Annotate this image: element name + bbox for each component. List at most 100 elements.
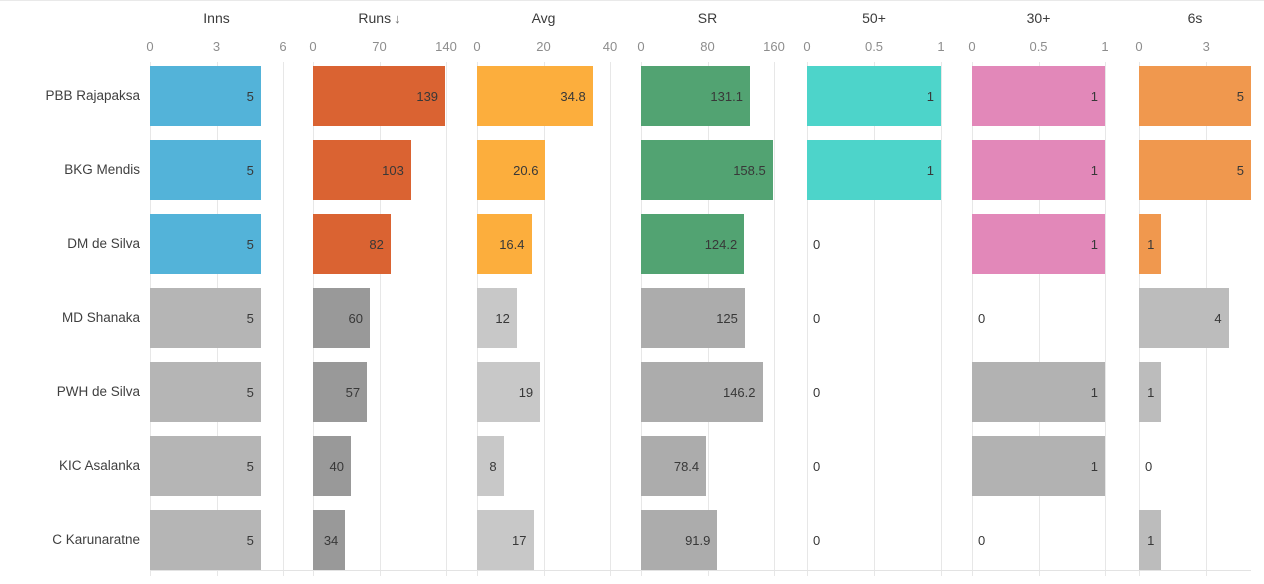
stat-bar: 124.2 bbox=[641, 214, 745, 274]
column-header-label: SR bbox=[697, 10, 718, 26]
stat-value: 1 bbox=[1090, 458, 1098, 474]
stat-value: 12 bbox=[495, 310, 510, 326]
stat-bar: 1 bbox=[807, 66, 941, 126]
column-header-label: 50+ bbox=[862, 10, 886, 26]
stat-bar: 1 bbox=[972, 214, 1105, 274]
stat-value: 1 bbox=[1090, 88, 1098, 104]
stat-cell-inns: 5 bbox=[150, 66, 283, 126]
axis-tick-label: 0 bbox=[1135, 39, 1143, 54]
axis-tick-label: 160 bbox=[763, 39, 785, 54]
stat-bar: 1 bbox=[1139, 510, 1162, 570]
stat-bar: 125 bbox=[641, 288, 745, 348]
stat-bar: 34 bbox=[313, 510, 346, 570]
stat-value: 5 bbox=[246, 310, 254, 326]
gridline bbox=[544, 62, 545, 576]
stat-bar: 146.2 bbox=[641, 362, 763, 422]
stat-cell-6s: 0 bbox=[1139, 436, 1251, 496]
stat-value-zero: 0 bbox=[978, 310, 986, 326]
stat-cell-avg: 16.4 bbox=[477, 214, 610, 274]
column-header-runs[interactable]: Runs ↓ bbox=[313, 8, 446, 28]
player-label-pbb-rajapaksa: PBB Rajapaksa bbox=[45, 88, 140, 103]
column-header-sr[interactable]: SR bbox=[641, 8, 774, 28]
stat-cell-30: 1 bbox=[972, 66, 1105, 126]
stat-bar: 19 bbox=[477, 362, 541, 422]
axis-tick-label: 0 bbox=[803, 39, 811, 54]
stat-value: 1 bbox=[1090, 236, 1098, 252]
column-header-30[interactable]: 30+ bbox=[972, 8, 1105, 28]
stat-bar: 91.9 bbox=[641, 510, 718, 570]
stat-cell-50: 0 bbox=[807, 288, 941, 348]
stat-cell-6s: 5 bbox=[1139, 66, 1251, 126]
stat-value: 103 bbox=[382, 162, 404, 178]
top-border-line bbox=[0, 0, 1264, 1]
stat-bar: 78.4 bbox=[641, 436, 707, 496]
stat-cell-50: 0 bbox=[807, 362, 941, 422]
player-label-kic-asalanka: KIC Asalanka bbox=[58, 458, 140, 473]
stat-value-zero: 0 bbox=[813, 532, 821, 548]
stat-cell-sr: 78.4 bbox=[641, 436, 774, 496]
stat-value: 5 bbox=[246, 236, 254, 252]
stat-cell-avg: 17 bbox=[477, 510, 610, 570]
stat-bar: 5 bbox=[150, 436, 261, 496]
column-header-6s[interactable]: 6s bbox=[1139, 8, 1251, 28]
stat-cell-6s: 1 bbox=[1139, 362, 1251, 422]
column-header-label: Avg bbox=[531, 10, 556, 26]
gridline bbox=[1105, 62, 1106, 576]
stat-bar: 5 bbox=[150, 66, 261, 126]
gridline bbox=[941, 62, 942, 576]
stat-bar: 5 bbox=[150, 214, 261, 274]
stat-value: 1 bbox=[1147, 532, 1155, 548]
stat-cell-30: 1 bbox=[972, 140, 1105, 200]
stat-bar: 17 bbox=[477, 510, 534, 570]
column-header-50[interactable]: 50+ bbox=[807, 8, 941, 28]
axis-tick-label: 3 bbox=[212, 39, 221, 54]
stat-cell-6s: 4 bbox=[1139, 288, 1251, 348]
stat-value: 60 bbox=[348, 310, 363, 326]
stat-cell-6s: 5 bbox=[1139, 140, 1251, 200]
stat-cell-inns: 5 bbox=[150, 288, 283, 348]
stat-value: 5 bbox=[1236, 88, 1244, 104]
column-header-inns[interactable]: Inns bbox=[150, 8, 283, 28]
stat-value-zero: 0 bbox=[813, 384, 821, 400]
stat-bar: 82 bbox=[313, 214, 391, 274]
stat-bar: 1 bbox=[972, 140, 1105, 200]
column-header-avg[interactable]: Avg bbox=[477, 8, 610, 28]
stat-bar: 4 bbox=[1139, 288, 1229, 348]
stat-bar: 103 bbox=[313, 140, 411, 200]
stat-value: 146.2 bbox=[722, 384, 756, 400]
stat-cell-30: 0 bbox=[972, 288, 1105, 348]
stat-bar: 1 bbox=[807, 140, 941, 200]
stat-cell-runs: 82 bbox=[313, 214, 446, 274]
gridline bbox=[1039, 62, 1040, 576]
stat-value: 4 bbox=[1214, 310, 1222, 326]
stat-bar: 5 bbox=[150, 288, 261, 348]
stat-cell-50: 0 bbox=[807, 436, 941, 496]
stat-bar: 5 bbox=[1139, 140, 1251, 200]
gridline bbox=[610, 62, 611, 576]
stat-cell-inns: 5 bbox=[150, 214, 283, 274]
stat-cell-6s: 1 bbox=[1139, 510, 1251, 570]
gridline bbox=[874, 62, 875, 576]
stat-bar: 40 bbox=[313, 436, 351, 496]
stat-cell-50: 0 bbox=[807, 510, 941, 570]
stat-cell-sr: 131.1 bbox=[641, 66, 774, 126]
stat-cell-50: 1 bbox=[807, 66, 941, 126]
stat-value: 19 bbox=[518, 384, 534, 400]
stat-cell-50: 1 bbox=[807, 140, 941, 200]
stat-value: 5 bbox=[246, 162, 254, 178]
sort-descending-icon: ↓ bbox=[394, 11, 401, 26]
stat-cell-50: 0 bbox=[807, 214, 941, 274]
stat-bar: 131.1 bbox=[641, 66, 750, 126]
stat-value: 1 bbox=[1090, 384, 1098, 400]
stat-value: 158.5 bbox=[733, 162, 766, 178]
stat-value: 139 bbox=[416, 88, 439, 104]
gridline bbox=[807, 62, 808, 576]
stat-value: 5 bbox=[246, 532, 254, 548]
stat-value: 57 bbox=[345, 384, 361, 400]
stat-cell-30: 1 bbox=[972, 214, 1105, 274]
axis-tick-label: 0 bbox=[637, 39, 645, 54]
stat-cell-inns: 5 bbox=[150, 510, 283, 570]
gridline bbox=[283, 62, 284, 576]
stat-value: 131.1 bbox=[710, 88, 743, 104]
stat-value-zero: 0 bbox=[1145, 458, 1153, 474]
